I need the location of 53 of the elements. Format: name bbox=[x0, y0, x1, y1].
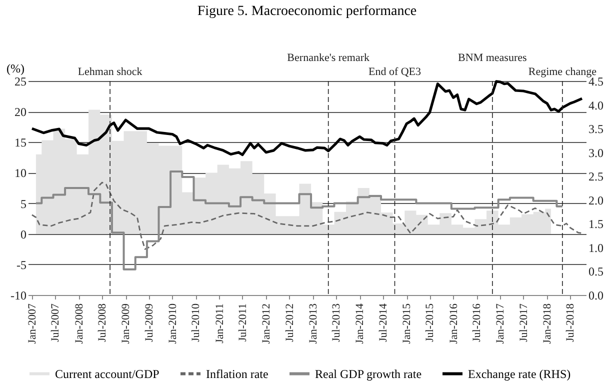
x-tick-label: Jul-2015 bbox=[424, 303, 436, 342]
line-series bbox=[30, 80, 584, 156]
legend-label: Current account/GDP bbox=[55, 366, 160, 381]
x-tick-label: Jan-2014 bbox=[354, 303, 366, 344]
x-tick-label: Jul-2008 bbox=[96, 303, 109, 342]
ref-line-label: BNM measures bbox=[458, 52, 527, 64]
x-tick-label: Jul-2016 bbox=[471, 303, 484, 342]
legend-label: Real GDP growth rate bbox=[315, 366, 422, 381]
x-tick-label: Jul-2012 bbox=[284, 304, 296, 342]
x-tick-label: Jan-2017 bbox=[494, 303, 507, 344]
x-tick-label: Jul-2017 bbox=[518, 303, 530, 342]
x-tick-label: Jan-2013 bbox=[307, 303, 320, 344]
x-tick-label: Jul-2007 bbox=[50, 303, 62, 342]
legend-label: Inflation rate bbox=[206, 366, 268, 381]
y-tick-label: 5 bbox=[20, 196, 26, 211]
ref-line-label: Bernanke's remark bbox=[287, 52, 370, 64]
x-tick-label: Jul-2014 bbox=[377, 303, 390, 342]
y-tick-label: 25 bbox=[14, 74, 26, 88]
x-tick-label: Jul-2011 bbox=[236, 304, 249, 342]
ref-line-label: End of QE3 bbox=[368, 66, 422, 78]
x-tick-label: Jan-2007 bbox=[26, 303, 38, 344]
x-tick-label: Jan-2016 bbox=[448, 303, 460, 344]
x-tick-label: Jan-2008 bbox=[73, 303, 86, 344]
y2-tick-label: 0.0 bbox=[588, 288, 604, 302]
x-tick-label: Jan-2011 bbox=[214, 304, 226, 344]
x-tick-label: Jan-2018 bbox=[542, 303, 554, 344]
y2-tick-label: 3.0 bbox=[588, 146, 604, 160]
x-tick-label: Jan-2009 bbox=[120, 303, 132, 344]
legend-label: Exchange rate (RHS) bbox=[468, 366, 571, 381]
x-tick-label: Jul-2018 bbox=[564, 303, 577, 342]
x-tick-label: Jan-2012 bbox=[260, 304, 273, 344]
x-tick-label: Jul-2009 bbox=[143, 303, 156, 342]
x-tick-label: Jan-2010 bbox=[166, 303, 179, 344]
x-tick-label: Jul-2010 bbox=[190, 303, 202, 342]
y-tick-label: 0 bbox=[20, 227, 26, 242]
y2-tick-label: 1.0 bbox=[588, 240, 604, 255]
y2-tick-label: 2.0 bbox=[588, 193, 604, 208]
ref-line-label: Lehman shock bbox=[78, 66, 143, 78]
y2-tick-label: 1.5 bbox=[588, 217, 604, 232]
line-series bbox=[31, 182, 583, 250]
y-tick-label: 20 bbox=[14, 105, 26, 120]
y2-tick-label: 4.0 bbox=[588, 98, 604, 112]
y2-tick-label: 0.5 bbox=[588, 264, 604, 279]
x-tick-label: Jan-2015 bbox=[401, 303, 414, 344]
y-axis-title: (%) bbox=[6, 62, 24, 76]
y-tick-label: -5 bbox=[16, 258, 26, 272]
chart-title: Figure 5. Macroeconomic performance bbox=[197, 4, 417, 19]
y-tick-label: -10 bbox=[10, 288, 26, 302]
y2-tick-label: 2.5 bbox=[588, 170, 604, 184]
y-tick-label: 10 bbox=[14, 166, 26, 180]
y2-tick-label: 3.5 bbox=[588, 122, 604, 136]
x-tick-label: Jul-2013 bbox=[330, 303, 343, 342]
y-tick-label: 15 bbox=[14, 136, 26, 150]
